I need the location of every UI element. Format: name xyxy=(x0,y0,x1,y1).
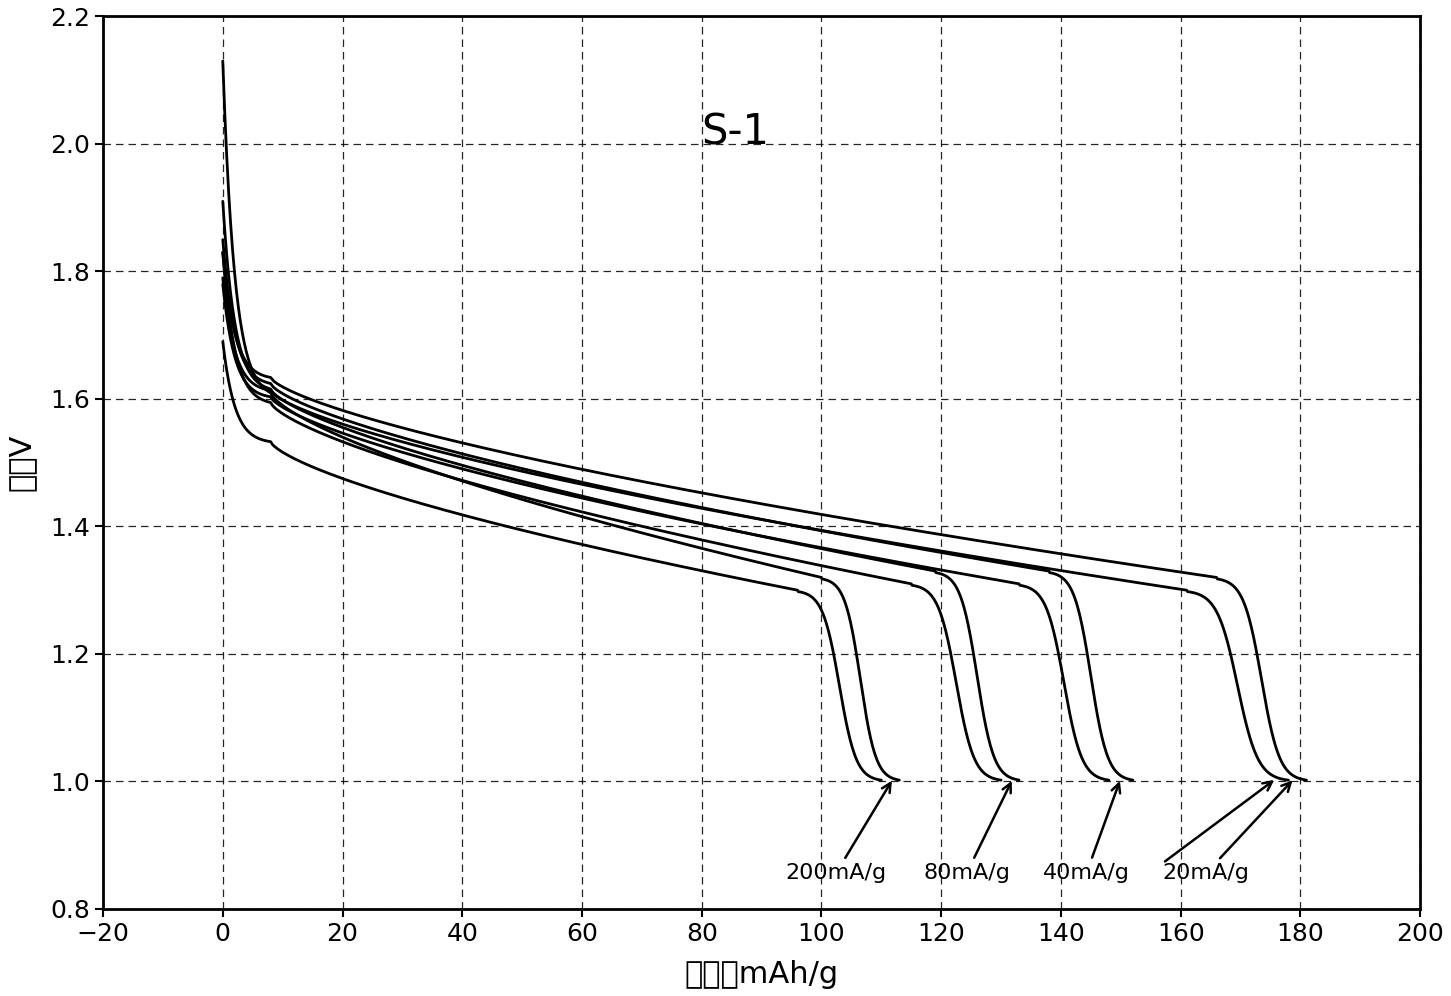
Text: 80mA/g: 80mA/g xyxy=(923,783,1011,883)
Y-axis label: 电压V: 电压V xyxy=(7,434,36,491)
Text: 20mA/g: 20mA/g xyxy=(1162,783,1290,883)
X-axis label: 比容量mAh/g: 比容量mAh/g xyxy=(685,960,839,989)
Text: 40mA/g: 40mA/g xyxy=(1043,784,1130,883)
Text: 200mA/g: 200mA/g xyxy=(785,783,891,883)
Text: S-1: S-1 xyxy=(701,112,769,153)
